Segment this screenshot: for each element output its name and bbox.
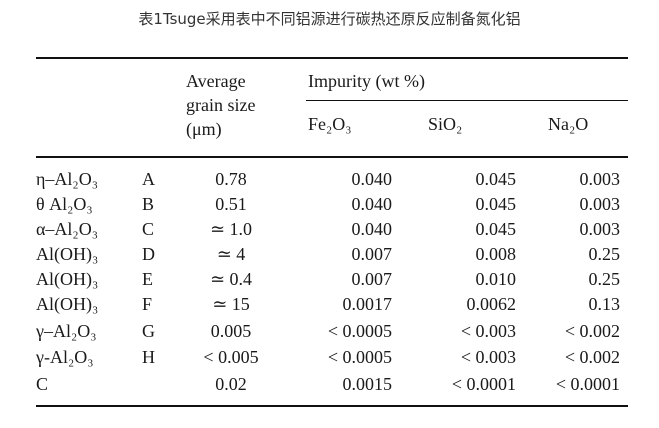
sio2-cell: 0.0062 [466, 294, 517, 314]
na2o-cell: 0.003 [579, 194, 621, 214]
fe2o3-cell: < 0.0005 [327, 347, 392, 367]
material-cell: Al(OH)₃ [36, 294, 99, 314]
header-rule [36, 156, 628, 158]
grain-cell: 0.51 [215, 194, 247, 214]
na2o-cell: 0.13 [588, 294, 621, 314]
code-cell: E [142, 269, 153, 289]
code-cell: D [142, 244, 155, 264]
grain-cell: ≃ 1.0 [209, 219, 253, 239]
sio2-cell: < 0.0001 [451, 374, 516, 394]
na2o-cell: 0.003 [579, 219, 621, 239]
fe2o3-cell: 0.0015 [342, 374, 393, 394]
material-cell: γ–Al₂O₃ [36, 321, 97, 341]
table-caption: 表1Tsuge采用表中不同铝源进行碳热还原反应制备氮化铝 [138, 10, 521, 28]
material-cell: α–Al₂O₃ [36, 219, 98, 239]
na2o-header: Na₂O [548, 114, 589, 134]
sio2-cell: 0.010 [475, 269, 517, 289]
material-cell: η–Al₂O₃ [36, 169, 98, 189]
material-cell: Al(OH)₃ [36, 269, 99, 289]
na2o-cell: 0.25 [588, 244, 621, 264]
top-rule [36, 57, 628, 59]
table-row: α–Al₂O₃ C ≃ 1.0 0.040 0.045 0.003 [36, 217, 628, 242]
fe2o3-cell: 0.0017 [342, 294, 393, 314]
fe2o3-cell: 0.040 [351, 169, 393, 189]
fe2o3-cell: < 0.0005 [327, 321, 392, 341]
grain-cell: 0.78 [215, 169, 247, 189]
bottom-rule [36, 405, 628, 407]
sio2-cell: < 0.003 [460, 347, 516, 367]
na2o-cell: < 0.002 [564, 347, 620, 367]
table-row: C 0.02 0.0015 < 0.0001 < 0.0001 [36, 372, 628, 397]
table-row: γ–Al₂O₃ G 0.005 < 0.0005 < 0.003 < 0.002 [36, 319, 628, 344]
table-row: θ Al₂O₃ B 0.51 0.040 0.045 0.003 [36, 192, 628, 217]
table-row: η–Al₂O₃ A 0.78 0.040 0.045 0.003 [36, 167, 628, 192]
table-row: Al(OH)₃ D ≃ 4 0.007 0.008 0.25 [36, 242, 628, 267]
fe2o3-cell: 0.040 [351, 194, 393, 214]
na2o-cell: 0.003 [579, 169, 621, 189]
sio2-cell: < 0.003 [460, 321, 516, 341]
fe2o3-cell: 0.007 [351, 244, 393, 264]
na2o-cell: < 0.002 [564, 321, 620, 341]
grain-cell: ≃ 0.4 [209, 269, 253, 289]
table-row: Al(OH)₃ F ≃ 15 0.0017 0.0062 0.13 [36, 292, 628, 317]
impurity-header: Impurity (wt %) [308, 71, 425, 91]
material-cell: C [36, 374, 49, 394]
material-cell: γ-Al₂O₃ [36, 347, 94, 367]
grain-header-line2: grain size [186, 95, 256, 115]
code-cell: C [142, 219, 155, 239]
grain-header-line3: (μm) [186, 119, 222, 139]
table-row: γ-Al₂O₃ H < 0.005 < 0.0005 < 0.003 < 0.0… [36, 345, 628, 370]
code-cell: G [142, 321, 155, 341]
fe2o3-cell: 0.007 [351, 269, 393, 289]
grain-cell: ≃ 15 [212, 294, 250, 314]
grain-cell: 0.005 [210, 321, 252, 341]
sio2-header: SiO₂ [428, 114, 463, 134]
na2o-cell: 0.25 [588, 269, 621, 289]
material-cell: Al(OH)₃ [36, 244, 99, 264]
grain-header-line1: Average [186, 71, 246, 91]
data-table: Average grain size (μm) Impurity (wt %) … [36, 57, 628, 409]
code-cell: A [142, 169, 155, 189]
sio2-cell: 0.045 [475, 219, 517, 239]
fe2o3-cell: 0.040 [351, 219, 393, 239]
impurity-rule [306, 100, 628, 101]
grain-cell: ≃ 4 [216, 244, 246, 264]
grain-cell: 0.02 [215, 374, 247, 394]
sio2-cell: 0.045 [475, 194, 517, 214]
material-cell: θ Al₂O₃ [36, 194, 93, 214]
fe2o3-header: Fe₂O₃ [308, 114, 352, 134]
grain-size-header: Average grain size (μm) [186, 69, 296, 141]
table-row: Al(OH)₃ E ≃ 0.4 0.007 0.010 0.25 [36, 267, 628, 292]
code-cell: F [142, 294, 153, 314]
code-cell: H [142, 347, 155, 367]
na2o-cell: < 0.0001 [555, 374, 620, 394]
code-cell: B [142, 194, 155, 214]
sio2-cell: 0.008 [475, 244, 517, 264]
grain-cell: < 0.005 [203, 347, 259, 367]
sio2-cell: 0.045 [475, 169, 517, 189]
